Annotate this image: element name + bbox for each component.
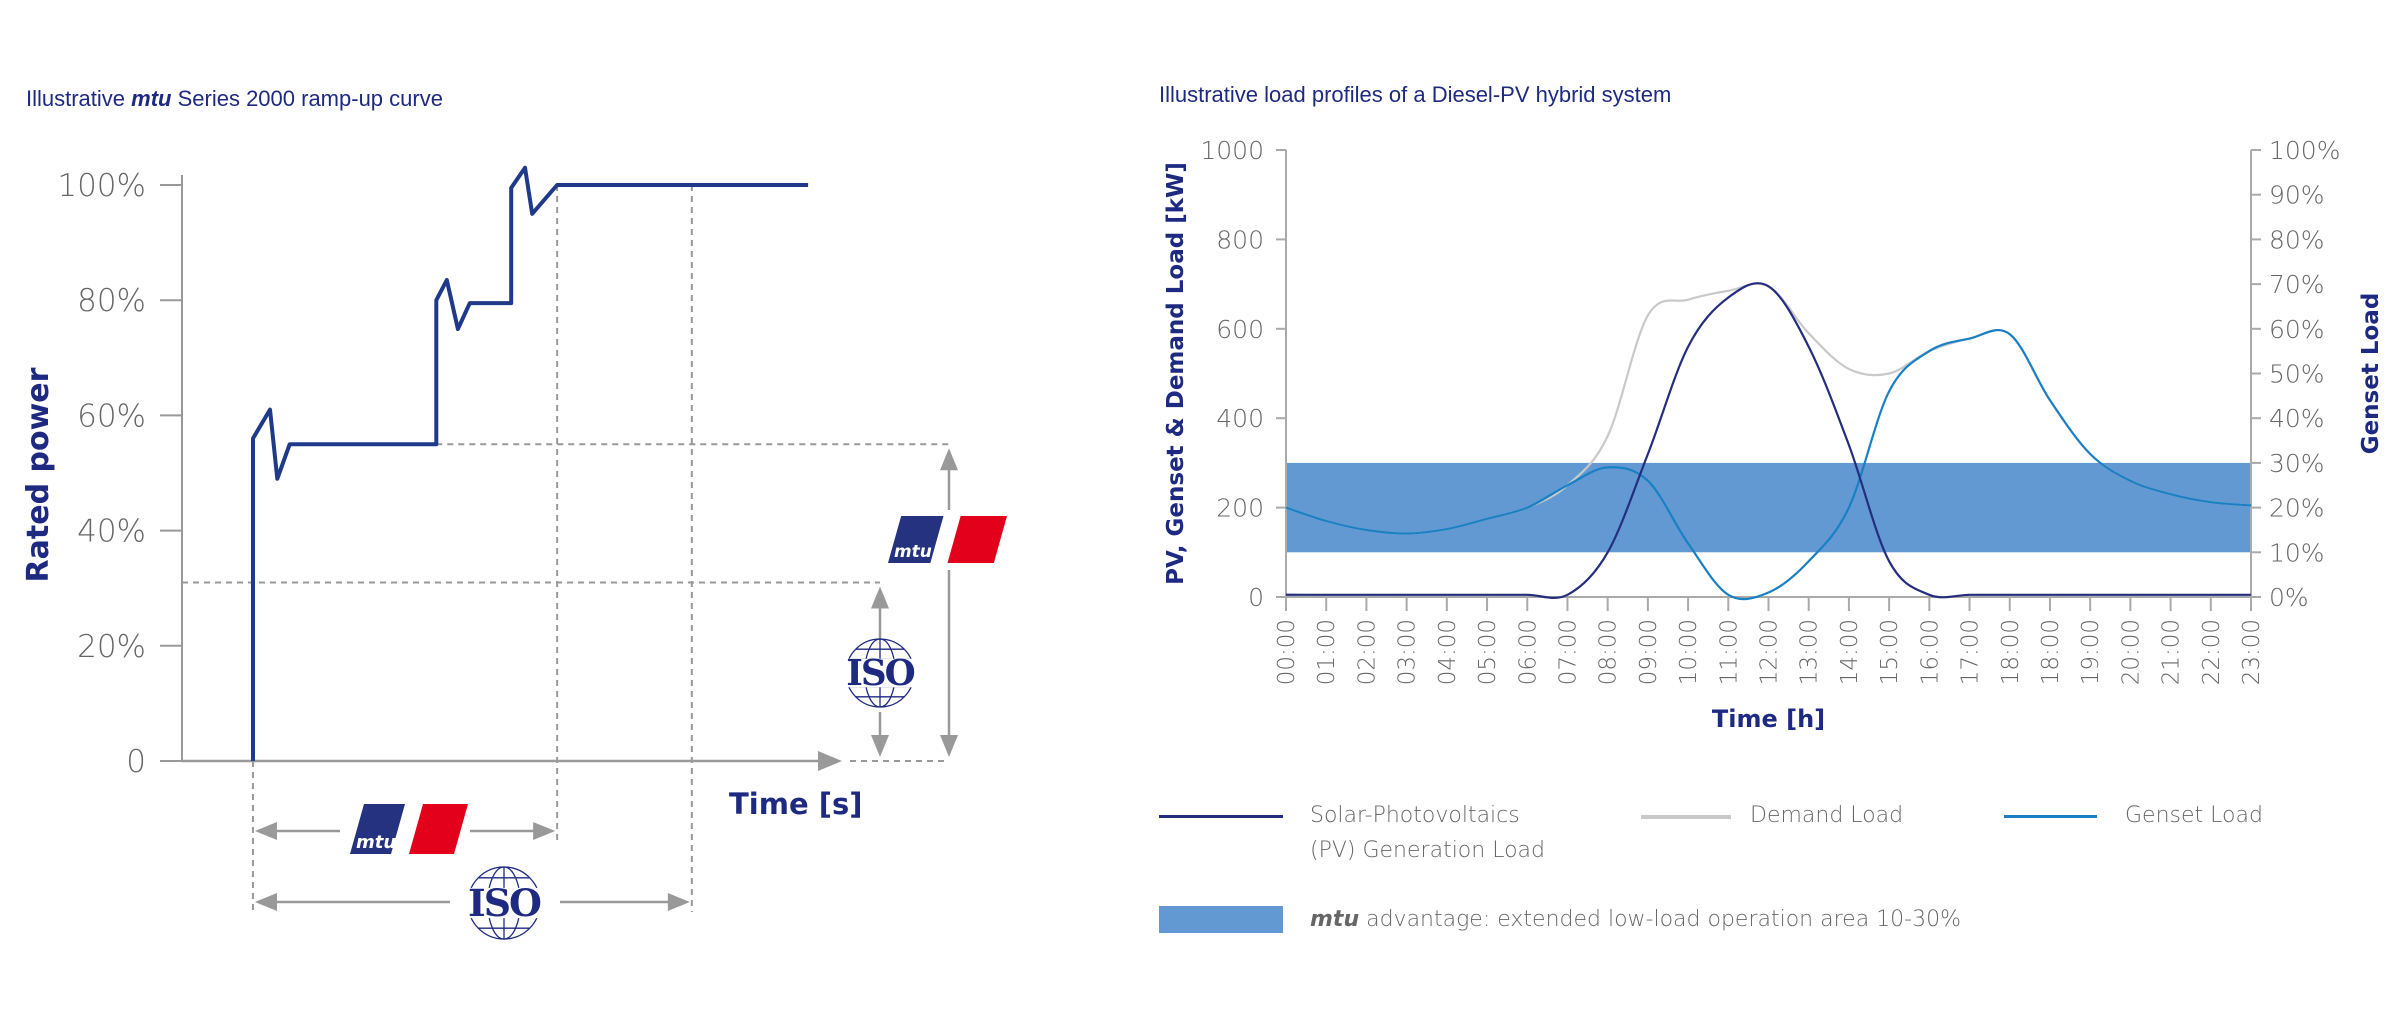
iso-time-arrow-head xyxy=(667,893,690,911)
x-tick-label: 00:00 xyxy=(1274,619,1300,685)
x-tick-label: 05:00 xyxy=(1475,619,1501,685)
demand-load-line xyxy=(1285,282,2252,535)
low-load-band xyxy=(1286,462,2251,553)
iso-logo-text: ISO xyxy=(468,881,541,925)
y-tick-label: 400 xyxy=(1216,404,1264,433)
x-tick-label: 23:00 xyxy=(2239,619,2265,685)
legend-swatch-demand xyxy=(1641,815,1731,819)
iso-logo: ISO xyxy=(837,638,923,708)
x-tick-label: 06:00 xyxy=(1515,619,1541,685)
y-tick-label: 60% xyxy=(77,398,146,434)
y-right-tick-label: 10% xyxy=(2269,538,2325,567)
legend-swatch-pv xyxy=(1159,815,1283,818)
y-tick-label: 20% xyxy=(77,629,146,665)
x-tick-label: 13:00 xyxy=(1797,619,1823,685)
iso-step-arrow-head xyxy=(871,735,889,757)
y-right-tick-label: 90% xyxy=(2269,181,2325,210)
pv-load-line xyxy=(1285,282,2251,599)
ramp-up-curve xyxy=(251,165,809,761)
title-text: Illustrative xyxy=(26,86,132,111)
x-axis-label: Time [h] xyxy=(1712,705,1825,733)
x-tick-label: 11:00 xyxy=(1716,619,1742,685)
y-right-tick-label: 70% xyxy=(2269,270,2325,299)
mtu-logo-text: mtu xyxy=(894,541,932,561)
y-tick-label: 800 xyxy=(1216,225,1264,254)
y-axis-label: PV, Genset & Demand Load [kW] xyxy=(1163,162,1189,585)
y-tick-label: 80% xyxy=(77,283,146,319)
x-tick-label: 03:00 xyxy=(1395,619,1421,685)
legend-band: mtu advantage: extended low-load operati… xyxy=(1310,902,1961,937)
y-tick-label: 600 xyxy=(1216,315,1264,344)
x-tick-label: 12:00 xyxy=(1757,619,1783,685)
x-tick-label: 20:00 xyxy=(2118,619,2144,685)
legend-demand: Demand Load xyxy=(1750,803,1904,828)
x-tick-label: 04:00 xyxy=(1435,619,1461,685)
mtu-logo-blue xyxy=(888,516,944,563)
x-tick-label: 18:00 xyxy=(1998,619,2024,685)
y-tick-label: 100% xyxy=(57,168,146,204)
y-right-tick-label: 60% xyxy=(2269,315,2325,344)
y-axis-label: Rated power xyxy=(21,367,56,582)
x-tick-label: 14:00 xyxy=(1837,619,1863,685)
x-axis-label: Time [s] xyxy=(729,787,862,821)
x-tick-label: 17:00 xyxy=(1958,619,1984,685)
mtu-logo-text: mtu xyxy=(356,832,396,853)
x-tick-label: 18:00 xyxy=(2038,619,2064,685)
legend-label: (PV) Generation Load xyxy=(1310,838,1545,863)
legend-pv: Solar-Photovoltaics (PV) Generation Load xyxy=(1310,798,1545,868)
x-axis-arrow xyxy=(818,751,842,771)
legend-swatch-band xyxy=(1159,906,1283,933)
y-right-tick-label: 100% xyxy=(2269,136,2340,165)
mtu-logo-red xyxy=(947,516,1007,563)
mtu-logo: mtu xyxy=(888,516,1007,563)
iso-logo: ISO xyxy=(459,866,549,940)
y-right-tick-label: 20% xyxy=(2269,494,2325,523)
legend-label: Solar-Photovoltaics xyxy=(1310,803,1520,828)
x-tick-label: 08:00 xyxy=(1596,619,1622,685)
x-tick-label: 10:00 xyxy=(1676,619,1702,685)
y-right-tick-label: 0% xyxy=(2269,583,2309,612)
x-tick-label: 02:00 xyxy=(1354,619,1380,685)
y-right-axis-label: Genset Load xyxy=(2358,293,2384,455)
mtu-logo-red xyxy=(409,804,468,854)
left-chart-title: Illustrative mtu Series 2000 ramp-up cur… xyxy=(26,86,443,112)
ramp-up-chart: 0 20% 40% 60% 80% 100% Rated power Time [s] mtu I… xyxy=(21,165,1007,940)
y-tick-label: 0 xyxy=(1248,583,1264,612)
x-tick-label: 16:00 xyxy=(1917,619,1943,685)
mtu-logo-blue xyxy=(350,804,405,854)
title-text: Series 2000 ramp-up curve xyxy=(171,86,443,111)
legend-label: advantage: extended low-load operation a… xyxy=(1359,907,1961,932)
y-right-tick-label: 50% xyxy=(2269,360,2325,389)
y-right-tick-label: 30% xyxy=(2269,449,2325,478)
mtu-logo: mtu xyxy=(350,804,468,854)
y-tick-label: 1000 xyxy=(1200,136,1264,165)
x-tick-label: 15:00 xyxy=(1877,619,1903,685)
genset-load-line xyxy=(1285,329,2252,601)
title-brand: mtu xyxy=(131,86,172,111)
legend-genset: Genset Load xyxy=(2125,803,2263,828)
y-right-tick-label: 40% xyxy=(2269,404,2325,433)
x-tick-label: 01:00 xyxy=(1314,619,1340,685)
iso-band xyxy=(459,887,549,919)
mtu-step-arrow-head xyxy=(940,448,958,471)
x-tick-label: 21:00 xyxy=(2159,619,2185,685)
iso-logo-text: ISO xyxy=(846,652,914,694)
y-tick-label: 200 xyxy=(1216,494,1264,523)
x-tick-label: 19:00 xyxy=(2078,619,2104,685)
y-tick-label: 0 xyxy=(126,744,146,780)
y-right-tick-label: 80% xyxy=(2269,225,2325,254)
x-tick-label: 09:00 xyxy=(1636,619,1662,685)
right-chart-title: Illustrative load profiles of a Diesel-P… xyxy=(1159,82,1672,107)
legend-swatch-genset xyxy=(2004,815,2097,818)
x-tick-label: 07:00 xyxy=(1555,619,1581,685)
mtu-time-arrow-head xyxy=(254,822,277,840)
iso-band xyxy=(837,658,923,688)
iso-time-arrow-head xyxy=(254,893,277,911)
mtu-step-arrow-head xyxy=(940,735,958,757)
y-tick-label: 40% xyxy=(77,514,146,550)
legend-brand: mtu xyxy=(1310,907,1360,932)
mtu-time-arrow-head xyxy=(533,822,556,840)
iso-step-arrow-head xyxy=(871,586,889,609)
x-tick-label: 22:00 xyxy=(2199,619,2225,685)
